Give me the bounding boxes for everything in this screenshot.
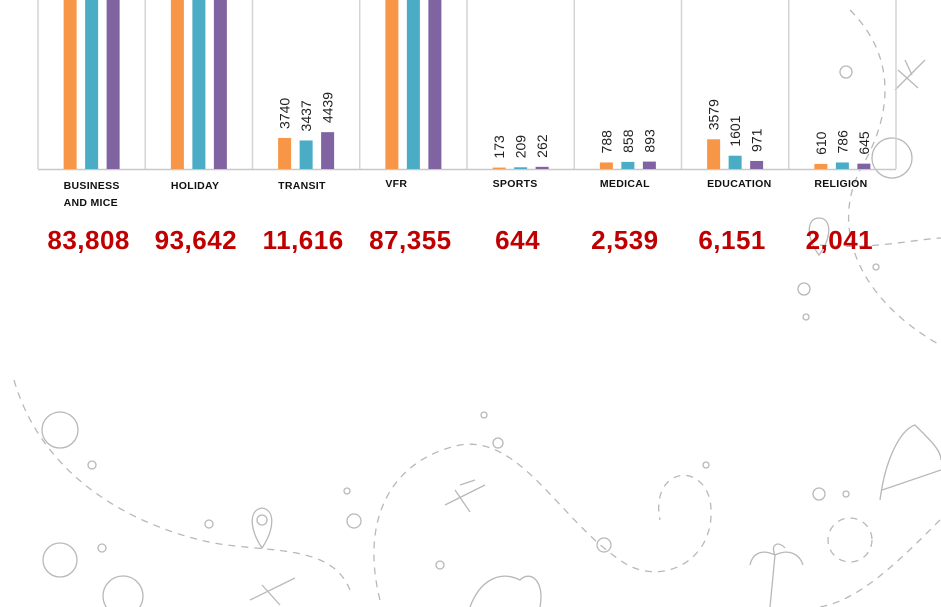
category-label: EDUCATION <box>707 178 772 190</box>
circle <box>42 542 78 578</box>
value-label: 262 <box>534 134 550 158</box>
bar <box>278 137 292 169</box>
category-total: 83,808 <box>47 225 130 255</box>
value-label: 173 <box>491 135 507 159</box>
bar <box>728 155 742 169</box>
bar <box>642 161 656 169</box>
plot-area: 3740 173 788 3579 610 3437 209 858 1601 786 4439 26… <box>37 0 897 170</box>
category-total: 6,151 <box>698 225 766 255</box>
circle <box>797 282 811 296</box>
value-label: 3740 <box>277 98 293 129</box>
bar <box>814 163 828 169</box>
value-label: 3579 <box>706 99 722 130</box>
value-label: 610 <box>813 131 829 155</box>
category-label: HOLIDAY <box>170 180 220 192</box>
category-total: 87,355 <box>369 225 452 255</box>
dashed-trail <box>819 519 941 607</box>
bar <box>707 139 721 169</box>
bar <box>599 162 613 169</box>
bar <box>406 0 420 169</box>
category-total: 2,041 <box>806 225 874 255</box>
map-pin-dot <box>256 514 268 526</box>
circle <box>872 263 880 271</box>
plane <box>444 479 486 513</box>
category-total: 93,642 <box>155 225 238 255</box>
plane <box>894 59 926 91</box>
circle <box>87 460 97 470</box>
circle <box>492 437 504 449</box>
value-label: 3437 <box>298 100 314 131</box>
palm-tree <box>749 543 804 607</box>
bar <box>492 167 506 169</box>
circle <box>596 537 612 553</box>
bar <box>835 162 849 169</box>
bar <box>750 160 764 169</box>
bar <box>170 0 184 169</box>
mountain <box>879 424 941 501</box>
value-label: 209 <box>513 135 529 159</box>
value-label: 786 <box>834 130 850 154</box>
bar <box>299 140 313 169</box>
category-label: MEDICAL <box>599 178 650 190</box>
bar <box>428 0 442 169</box>
compass <box>871 137 913 179</box>
circle <box>41 411 79 449</box>
category-total: 644 <box>495 225 540 255</box>
mountain <box>469 575 542 607</box>
compass <box>102 575 144 607</box>
value-label: 645 <box>856 131 872 155</box>
category-label: RELIGION <box>814 178 868 190</box>
category-total: 11,616 <box>263 225 344 255</box>
value-label: 858 <box>620 129 636 153</box>
bar <box>385 0 399 169</box>
bar <box>192 0 206 169</box>
category-label: VFR <box>385 178 408 190</box>
circle <box>204 519 214 529</box>
circle <box>827 517 873 563</box>
value-label: 4439 <box>320 92 336 123</box>
category-label: TRANSIT <box>278 180 326 192</box>
dashed-trail <box>819 237 941 248</box>
map-pin <box>251 507 273 550</box>
plane <box>249 577 296 606</box>
category-label: BUSINESS AND MICE <box>63 180 120 209</box>
value-label: 1601 <box>727 115 743 146</box>
value-label: 788 <box>598 130 614 154</box>
circle <box>812 487 826 501</box>
bar <box>321 132 335 169</box>
bar <box>857 163 871 169</box>
bar <box>514 167 528 169</box>
bar <box>535 166 549 169</box>
value-label: 893 <box>641 129 657 153</box>
circle <box>842 490 850 498</box>
dashed-trail <box>13 379 351 591</box>
dashed-trail <box>373 443 712 601</box>
circle <box>435 560 445 570</box>
circle <box>480 411 488 419</box>
map-pin <box>808 217 830 257</box>
bar <box>213 0 227 169</box>
bar <box>621 161 635 169</box>
bar <box>106 0 120 169</box>
circle <box>839 65 853 79</box>
bar <box>85 0 99 169</box>
background-decoration <box>13 9 941 607</box>
circle <box>802 313 810 321</box>
circle <box>343 487 351 495</box>
category-total: 2,539 <box>591 225 659 255</box>
value-label: 971 <box>749 128 765 152</box>
circle <box>346 513 362 529</box>
category-label: SPORTS <box>492 178 538 190</box>
circle <box>702 461 710 469</box>
circle <box>97 543 107 553</box>
bar <box>63 0 77 170</box>
